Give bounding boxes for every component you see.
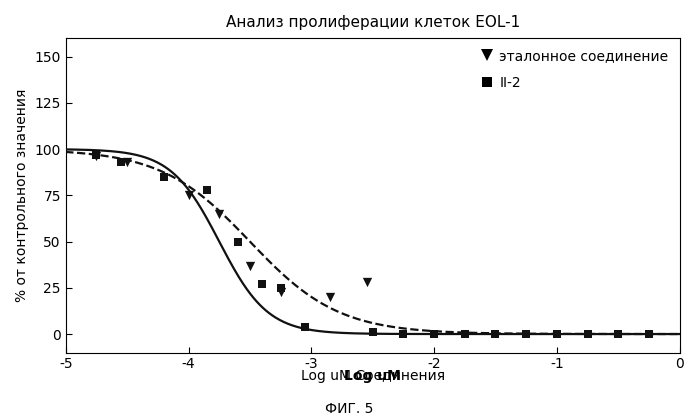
Point — [552, 331, 563, 337]
Point — [245, 262, 256, 269]
Y-axis label: % от контрольного значения: % от контрольного значения — [15, 89, 29, 302]
Point — [643, 331, 654, 337]
Point — [275, 288, 286, 295]
Text: Log uM: Log uM — [345, 369, 401, 383]
Point — [91, 151, 102, 158]
Point — [183, 192, 194, 199]
Point — [428, 331, 440, 337]
Point — [257, 281, 268, 287]
Point — [361, 279, 372, 286]
Legend: эталонное соединение, II-2: эталонное соединение, II-2 — [477, 45, 672, 94]
Title: Анализ пролиферации клеток EOL-1: Анализ пролиферации клеток EOL-1 — [226, 15, 520, 30]
Point — [91, 153, 102, 160]
Point — [612, 331, 624, 337]
Point — [300, 323, 311, 330]
Point — [201, 186, 212, 193]
Point — [122, 159, 133, 165]
Point — [490, 331, 501, 337]
Text: Log uM Соединения: Log uM Соединения — [301, 369, 445, 383]
Point — [232, 238, 243, 245]
Point — [159, 173, 170, 180]
Point — [324, 294, 336, 300]
Point — [367, 329, 378, 336]
Point — [275, 284, 286, 291]
Point — [459, 331, 470, 337]
Point — [398, 331, 409, 337]
Point — [582, 331, 593, 337]
Point — [115, 159, 127, 165]
Point — [214, 210, 225, 217]
Point — [521, 331, 532, 337]
Text: ФИГ. 5: ФИГ. 5 — [325, 402, 374, 416]
